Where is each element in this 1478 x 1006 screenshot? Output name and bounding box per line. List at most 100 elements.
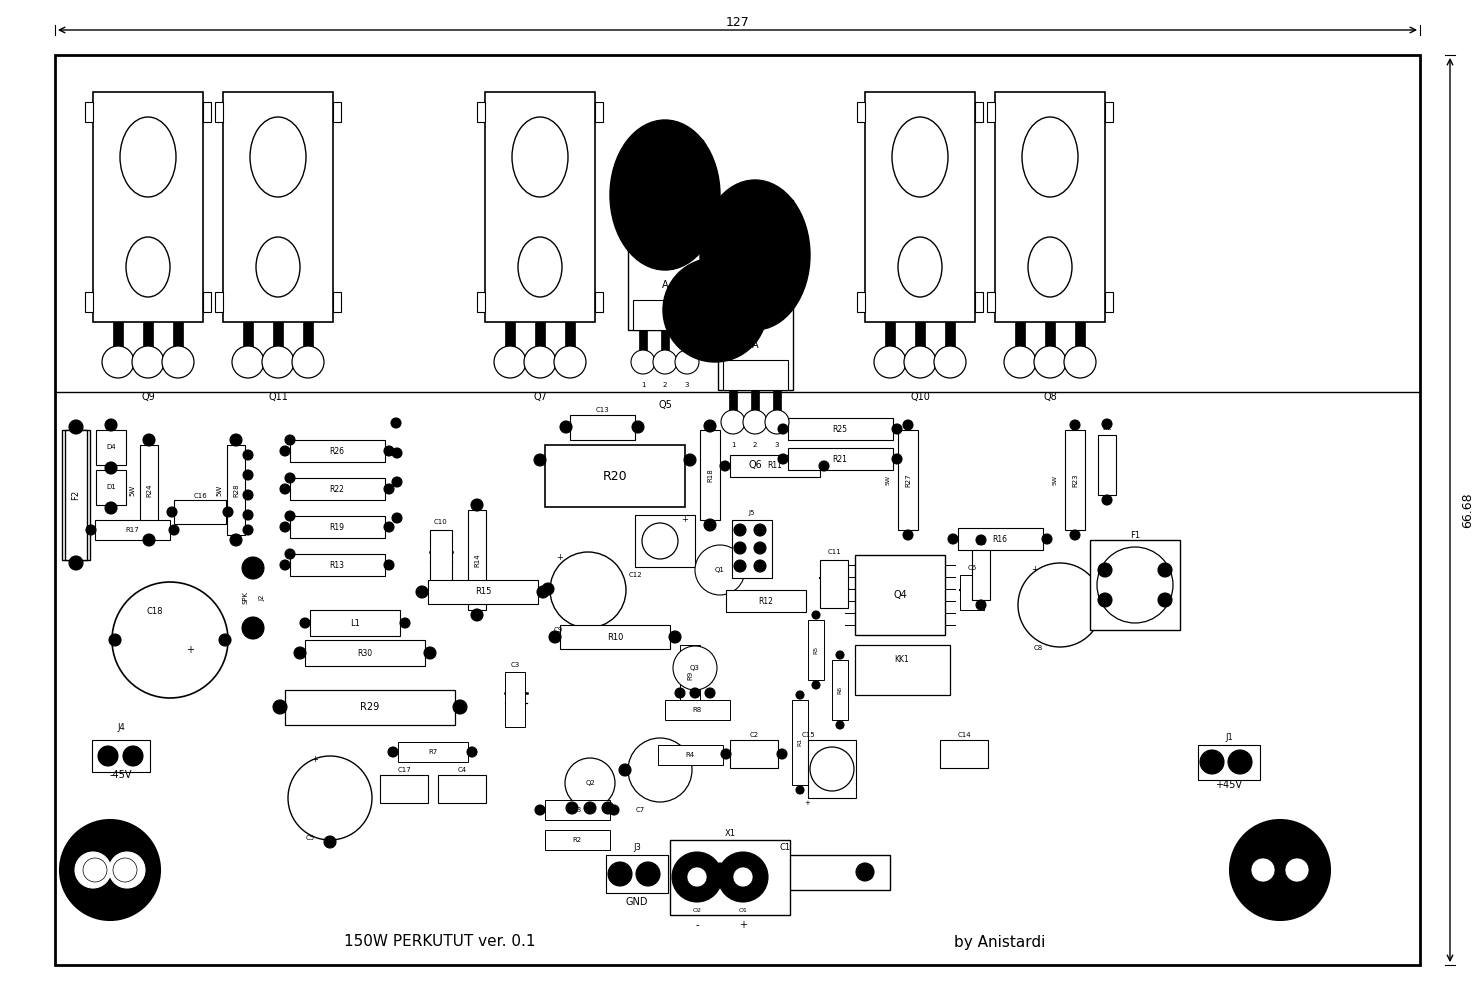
Circle shape	[1103, 420, 1111, 429]
Text: C7: C7	[636, 807, 644, 813]
Circle shape	[112, 858, 137, 882]
Text: +: +	[1032, 565, 1039, 574]
Circle shape	[1004, 346, 1036, 378]
Circle shape	[384, 484, 395, 494]
Ellipse shape	[701, 180, 810, 330]
Circle shape	[602, 802, 613, 814]
Bar	[95, 520, 170, 540]
Circle shape	[452, 700, 467, 714]
Circle shape	[231, 534, 242, 546]
Ellipse shape	[899, 237, 941, 297]
Text: 5W: 5W	[216, 484, 222, 496]
Circle shape	[893, 454, 902, 464]
Text: Q8: Q8	[1043, 392, 1057, 402]
Circle shape	[525, 346, 556, 378]
Circle shape	[83, 858, 106, 882]
Circle shape	[69, 420, 83, 434]
Text: R17: R17	[126, 527, 139, 533]
Text: C14: C14	[958, 732, 971, 738]
Text: J1: J1	[1225, 732, 1233, 741]
Text: R20: R20	[603, 470, 627, 483]
Circle shape	[279, 446, 290, 456]
Bar	[112, 322, 123, 352]
Ellipse shape	[893, 117, 947, 197]
Text: C6: C6	[968, 565, 977, 571]
Circle shape	[242, 470, 253, 480]
Circle shape	[415, 586, 429, 598]
Text: 1: 1	[641, 382, 646, 388]
Bar	[560, 625, 670, 649]
Circle shape	[754, 542, 766, 554]
Bar	[633, 300, 698, 330]
Bar	[661, 330, 670, 352]
Bar	[1106, 292, 1113, 312]
Text: KK1: KK1	[894, 656, 909, 665]
Circle shape	[837, 651, 844, 659]
Text: R2: R2	[572, 837, 581, 843]
Bar	[62, 430, 90, 560]
Bar	[773, 390, 780, 412]
Text: by Anistardi: by Anistardi	[955, 935, 1046, 950]
Bar	[545, 445, 684, 507]
Circle shape	[550, 552, 627, 628]
Circle shape	[242, 490, 253, 500]
Text: +: +	[312, 756, 318, 765]
Circle shape	[664, 258, 767, 362]
Text: R14: R14	[474, 553, 480, 566]
Circle shape	[1284, 858, 1310, 882]
Text: 66.68: 66.68	[1462, 492, 1475, 528]
Text: +: +	[186, 645, 194, 655]
Circle shape	[1070, 420, 1080, 430]
Circle shape	[733, 867, 752, 887]
Text: R30: R30	[358, 649, 372, 658]
Bar	[975, 292, 983, 312]
Circle shape	[584, 802, 596, 814]
Text: D1: D1	[106, 484, 115, 490]
Circle shape	[105, 462, 117, 474]
Text: +: +	[557, 552, 563, 561]
Bar	[1066, 430, 1085, 530]
Text: J5: J5	[749, 510, 755, 516]
Text: -45V: -45V	[109, 770, 132, 780]
Circle shape	[704, 519, 715, 531]
Text: R6: R6	[838, 686, 842, 694]
Circle shape	[1157, 593, 1172, 607]
Bar	[680, 645, 701, 705]
Circle shape	[797, 786, 804, 794]
Bar	[398, 742, 469, 762]
Text: D4: D4	[106, 444, 115, 450]
Bar	[723, 360, 788, 390]
Text: +: +	[681, 515, 689, 524]
Circle shape	[548, 631, 562, 643]
Circle shape	[695, 545, 745, 595]
Circle shape	[819, 461, 829, 471]
Circle shape	[109, 634, 121, 646]
Bar	[290, 516, 384, 538]
Text: 1: 1	[730, 442, 735, 448]
Circle shape	[279, 560, 290, 570]
Bar	[899, 430, 918, 530]
Circle shape	[242, 557, 265, 579]
Circle shape	[721, 410, 745, 434]
Circle shape	[279, 522, 290, 532]
Bar	[1106, 102, 1113, 122]
Bar	[202, 102, 211, 122]
Bar	[961, 575, 984, 610]
Text: D3: D3	[975, 540, 986, 546]
Circle shape	[123, 746, 143, 766]
Bar	[680, 855, 890, 890]
Circle shape	[690, 688, 701, 698]
Bar	[214, 292, 223, 312]
Bar	[290, 554, 384, 576]
Text: Q5: Q5	[658, 400, 672, 410]
Bar	[606, 855, 668, 893]
Circle shape	[1250, 858, 1276, 882]
Bar	[832, 660, 848, 720]
Bar	[437, 775, 486, 803]
Circle shape	[143, 534, 155, 546]
Circle shape	[219, 634, 231, 646]
Circle shape	[285, 435, 296, 445]
Bar	[304, 640, 426, 666]
Bar	[86, 102, 93, 122]
Bar	[915, 322, 925, 352]
